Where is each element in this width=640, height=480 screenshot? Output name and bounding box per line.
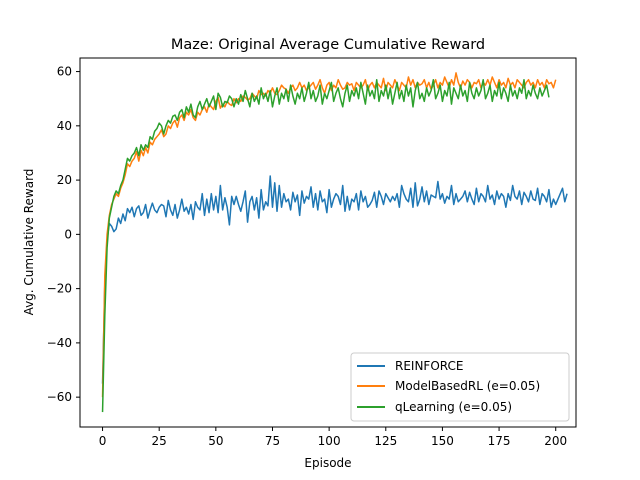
x-tick-label: 150 [431,434,454,448]
legend-label-reinforce: REINFORCE [395,359,463,373]
x-tick-label: 100 [318,434,341,448]
x-tick-label: 125 [374,434,397,448]
y-axis-label: Avg. Cumulative Reward [22,169,36,316]
y-tick-label: −40 [47,336,72,350]
series-line-qlearning-e-0-05 [101,78,550,413]
x-axis-label: Episode [304,456,351,470]
x-axis: 0 25 50 75 100 125 150 175 200 [99,427,567,448]
y-tick-label: 0 [64,227,72,241]
plot-area [101,72,568,413]
y-tick-label: −20 [47,282,72,296]
chart-title: Maze: Original Average Cumulative Reward [171,37,485,53]
series-line-reinforce [101,175,568,384]
y-tick-label: 60 [57,65,72,79]
legend-box [350,352,570,422]
x-tick-label: 200 [544,434,567,448]
axes-frame [79,57,577,428]
legend-label-modelbasedrl: ModelBasedRL (e=0.05) [395,379,540,393]
x-tick-label: 25 [152,434,167,448]
x-tick-label: 175 [488,434,511,448]
y-tick-label: 20 [57,173,72,187]
x-tick-label: 50 [208,434,223,448]
y-axis: −60 −40 −20 0 20 40 60 [47,65,80,404]
x-tick-label: 75 [265,434,280,448]
series-line-modelbasedrl-e-0-05 [101,72,557,398]
legend: REINFORCE ModelBasedRL (e=0.05) qLearnin… [350,352,570,422]
x-tick-label: 0 [99,434,107,448]
y-tick-label: 40 [57,119,72,133]
y-tick-label: −60 [47,390,72,404]
legend-label-qlearning: qLearning (e=0.05) [395,400,512,414]
